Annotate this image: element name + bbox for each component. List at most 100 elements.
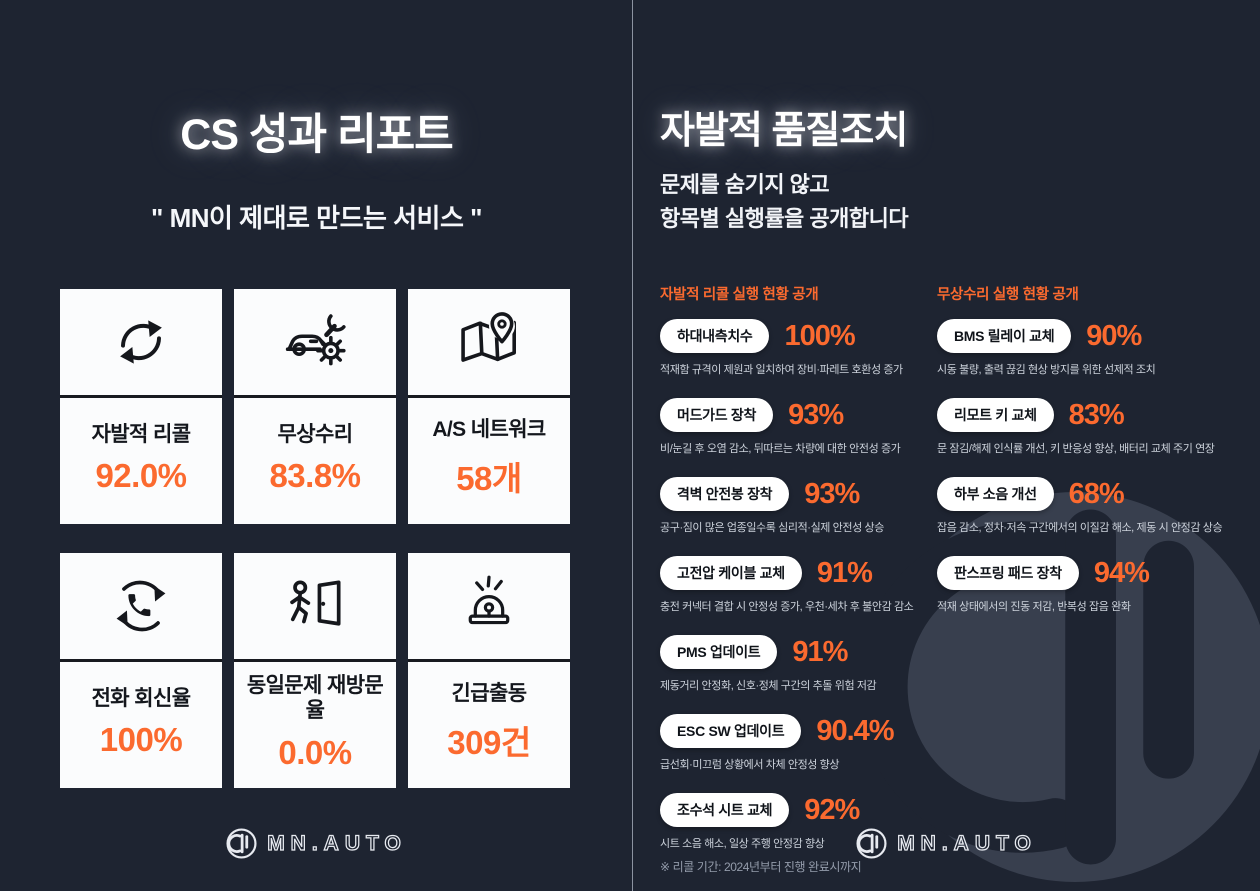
- right-panel: 자발적 품질조치 문제를 숨기지 않고 항목별 실행률을 공개합니다 자발적 리…: [633, 0, 1260, 891]
- quality-item-description: 급선회·미끄럼 상황에서 차체 안정성 향상: [660, 759, 840, 771]
- stat-card-body: A/S 네트워크 58개: [408, 398, 570, 524]
- stat-card-body: 자발적 리콜 92.0%: [60, 398, 222, 524]
- quality-item: 판스프링 패드 장착 94% 적재 상태에서의 진동 저감, 반복성 잡음 완화: [937, 556, 1260, 614]
- quality-item-pill-label: 조수석 시트 교체: [660, 793, 790, 827]
- quality-item-value: 93%: [804, 477, 860, 510]
- left-panel-subtitle: " MN이 제대로 만드는 서비스 ": [151, 203, 482, 233]
- stat-card-icon-area: [408, 289, 570, 398]
- stat-card-label: 동일문제 재방문율: [246, 674, 384, 722]
- quality-item-description: 제동거리 안정화, 신호·정체 구간의 추돌 위험 저감: [660, 680, 877, 692]
- quality-item-row: 조수석 시트 교체 92%: [660, 793, 937, 827]
- right-panel-subtitle-line1: 문제를 숨기지 않고: [660, 172, 830, 197]
- stat-card-body: 긴급출동 309건: [408, 662, 570, 788]
- right-panel-subtitle: 문제를 숨기지 않고 항목별 실행률을 공개합니다: [660, 168, 909, 236]
- quality-item-description: 시트 소음 해소, 일상 주행 안정감 향상: [660, 838, 825, 850]
- quality-item-pill-label: PMS 업데이트: [660, 635, 778, 669]
- left-panel-title: CS 성과 리포트: [180, 111, 453, 159]
- quality-item-row: 하대내측치수 100%: [660, 319, 937, 353]
- quality-item-pill-label: 하부 소음 개선: [937, 477, 1054, 511]
- quality-item-value: 91%: [816, 556, 873, 589]
- stat-card: 긴급출동 309건: [408, 553, 570, 788]
- stat-card-icon-area: [408, 553, 570, 662]
- stat-card-value: 0.0%: [278, 733, 352, 771]
- stat-card-icon-area: [60, 553, 222, 662]
- map-pin-icon: [461, 312, 516, 362]
- quality-item-pill-label: ESC SW 업데이트: [660, 714, 802, 748]
- quality-item-pill-label: 판스프링 패드 장착: [937, 556, 1079, 590]
- quality-item-description: 적재 상태에서의 진동 저감, 반복성 잡음 완화: [937, 601, 1131, 613]
- stat-card-value: 58개: [456, 460, 522, 498]
- right-panel-subtitle-line2: 항목별 실행률을 공개합니다: [660, 206, 909, 232]
- quality-item-description: 시동 불량, 출력 끊김 현상 방지를 위한 선제적 조치: [937, 364, 1156, 376]
- quality-item: 격벽 안전봉 장착 93% 공구·짐이 많은 업종일수록 심리적·실제 안전성 …: [660, 477, 937, 535]
- quality-item-value: 83%: [1068, 398, 1125, 431]
- quality-item-value: 91%: [792, 635, 848, 668]
- right-footer-logo-text: MN.AUTO: [897, 831, 1037, 855]
- quality-item-description: 적재함 규격이 제원과 일치하여 장비·파레트 호환성 증가: [660, 364, 903, 376]
- stat-card-icon-area: [234, 553, 396, 662]
- mn-ring-logo-icon: [226, 828, 257, 859]
- quality-item-pill-label: 고전압 케이블 교체: [660, 556, 802, 590]
- recall-column: 자발적 리콜 실행 현황 공개 하대내측치수 100% 적재함 규격이 제원과 …: [660, 283, 937, 875]
- quality-item: 머드가드 장착 93% 비/눈길 후 오염 감소, 뒤따르는 차량에 대한 안전…: [660, 398, 937, 456]
- stat-cards-grid: 자발적 리콜 92.0% 무상수리 83.8%: [60, 289, 570, 788]
- panel-divider-line: [632, 0, 633, 891]
- stat-card-body: 전화 회신율 100%: [60, 662, 222, 788]
- quality-item-value: 100%: [784, 319, 855, 352]
- left-footer-logo: MN.AUTO: [0, 828, 633, 859]
- mn-ring-logo-icon: [856, 828, 887, 859]
- quality-columns: 자발적 리콜 실행 현황 공개 하대내측치수 100% 적재함 규격이 제원과 …: [660, 283, 1260, 875]
- stat-card-body: 동일문제 재방문율 0.0%: [234, 662, 396, 788]
- right-footer-logo: MN.AUTO: [633, 828, 1260, 859]
- repair-items-list: BMS 릴레이 교체 90% 시동 불량, 출력 끊김 현상 방지를 위한 선제…: [937, 319, 1260, 614]
- quality-item: BMS 릴레이 교체 90% 시동 불량, 출력 끊김 현상 방지를 위한 선제…: [937, 319, 1260, 377]
- quality-item-row: 리모트 키 교체 83%: [937, 398, 1260, 432]
- quality-item-row: 머드가드 장착 93%: [660, 398, 937, 432]
- stat-card-label: 무상수리: [277, 422, 353, 446]
- quality-item-pill-label: 리모트 키 교체: [937, 398, 1054, 432]
- quality-item-value: 68%: [1068, 477, 1125, 510]
- quality-item-pill-label: BMS 릴레이 교체: [937, 319, 1072, 353]
- quality-item-value: 90%: [1086, 319, 1142, 352]
- recycle-arrows-icon: [120, 320, 162, 364]
- stat-card-icon-area: [234, 289, 396, 398]
- recall-footnote: ※ 리콜 기간: 2024년부터 진행 완료시까지: [660, 860, 862, 874]
- stat-card-value: 309건: [447, 724, 531, 762]
- quality-item: 고전압 케이블 교체 91% 충전 커넥터 결합 시 안정성 증가, 우천·세차…: [660, 556, 937, 614]
- right-panel-title: 자발적 품질조치: [660, 110, 908, 152]
- quality-item-pill-label: 하대내측치수: [660, 319, 770, 353]
- quality-item-value: 94%: [1093, 556, 1150, 589]
- stat-card: 무상수리 83.8%: [234, 289, 396, 524]
- quality-item: ESC SW 업데이트 90.4% 급선회·미끄럼 상황에서 차체 안정성 향상: [660, 714, 937, 772]
- quality-item: PMS 업데이트 91% 제동거리 안정화, 신호·정체 구간의 추돌 위험 저…: [660, 635, 937, 693]
- stat-card-label: 전화 회신율: [91, 686, 191, 710]
- stat-card-label: 긴급출동: [451, 681, 527, 705]
- quality-item-row: BMS 릴레이 교체 90%: [937, 319, 1260, 353]
- stat-card-icon-area: [60, 289, 222, 398]
- quality-item-description: 충전 커넥터 결합 시 안정성 증가, 우천·세차 후 불안감 감소: [660, 601, 914, 613]
- phone-redial-icon: [116, 580, 166, 632]
- stat-card: 전화 회신율 100%: [60, 553, 222, 788]
- quality-item-row: PMS 업데이트 91%: [660, 635, 937, 669]
- quality-item-description: 문 잠김/해제 인식률 개선, 키 반응성 향상, 배터리 교체 주기 연장: [937, 443, 1215, 455]
- quality-item-row: ESC SW 업데이트 90.4%: [660, 714, 937, 748]
- stat-card-label: A/S 네트워크: [432, 417, 546, 441]
- quality-item-row: 하부 소음 개선 68%: [937, 477, 1260, 511]
- stat-card: 자발적 리콜 92.0%: [60, 289, 222, 524]
- stat-card-label: 자발적 리콜: [91, 422, 191, 446]
- walk-out-door-icon: [290, 580, 341, 626]
- quality-item-pill-label: 머드가드 장착: [660, 398, 774, 432]
- siren-icon: [468, 575, 510, 625]
- quality-item-value: 93%: [788, 398, 844, 431]
- quality-item-pill-label: 격벽 안전봉 장착: [660, 477, 790, 511]
- stat-card-body: 무상수리 83.8%: [234, 398, 396, 524]
- quality-item-row: 판스프링 패드 장착 94%: [937, 556, 1260, 590]
- stat-card: 동일문제 재방문율 0.0%: [234, 553, 396, 788]
- quality-item: 리모트 키 교체 83% 문 잠김/해제 인식률 개선, 키 반응성 향상, 배…: [937, 398, 1260, 456]
- repair-column: 무상수리 실행 현황 공개 BMS 릴레이 교체 90% 시동 불량, 출력 끊…: [937, 283, 1260, 875]
- recall-items-list: 하대내측치수 100% 적재함 규격이 제원과 일치하여 장비·파레트 호환성 …: [660, 319, 937, 851]
- quality-item-row: 고전압 케이블 교체 91%: [660, 556, 937, 590]
- quality-item-description: 잡음 감소, 정차·저속 구간에서의 이질감 해소, 제동 시 안정감 상승: [937, 522, 1223, 534]
- quality-item-value: 90.4%: [816, 714, 894, 747]
